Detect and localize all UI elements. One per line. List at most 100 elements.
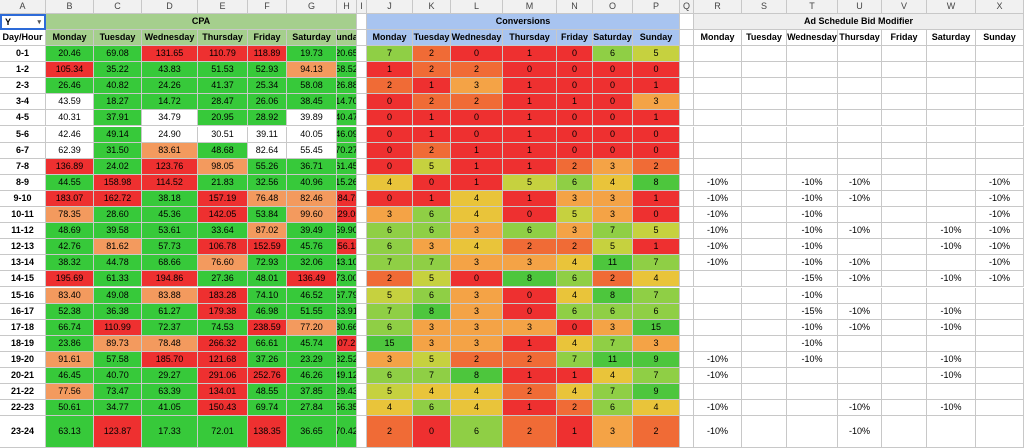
bid-modifier-cell[interactable] <box>694 384 742 401</box>
bid-modifier-cell[interactable] <box>694 62 742 79</box>
cpa-cell[interactable]: 14.72 <box>142 94 198 111</box>
bid-modifier-cell[interactable] <box>927 142 976 159</box>
conversions-cell[interactable]: 6 <box>413 223 451 240</box>
conversions-cell[interactable]: 0 <box>503 207 557 224</box>
bid-modifier-cell[interactable] <box>882 46 927 63</box>
conversions-cell[interactable]: 1 <box>503 190 557 207</box>
bid-modifier-cell[interactable]: -10% <box>838 223 882 240</box>
cpa-cell[interactable]: 46.52 <box>287 287 337 304</box>
cpa-cell[interactable]: 123.76 <box>142 158 198 175</box>
conversions-cell[interactable]: 1 <box>413 126 451 143</box>
bid-modifier-cell[interactable]: -10% <box>694 368 742 385</box>
conversions-cell[interactable]: 7 <box>413 255 451 272</box>
bid-modifier-cell[interactable] <box>882 239 927 256</box>
cpa-cell[interactable]: 53.61 <box>142 223 198 240</box>
conversions-cell[interactable]: 2 <box>413 62 451 79</box>
cpa-cell[interactable]: 46.98 <box>248 303 287 320</box>
cpa-cell[interactable]: 68.66 <box>142 255 198 272</box>
bid-modifier-cell[interactable] <box>694 126 742 143</box>
cpa-cell[interactable]: 70.27 <box>337 142 357 159</box>
conversions-cell[interactable]: 1 <box>633 78 680 95</box>
bid-modifier-cell[interactable] <box>742 384 787 401</box>
cpa-cell[interactable]: 62.39 <box>46 142 94 159</box>
bid-modifier-cell[interactable] <box>976 78 1024 95</box>
cpa-cell[interactable]: 52.38 <box>46 303 94 320</box>
bid-modifier-cell[interactable]: -10% <box>694 223 742 240</box>
conversions-cell[interactable]: 2 <box>633 416 680 448</box>
conversions-cell[interactable]: 1 <box>557 416 593 448</box>
bid-modifier-cell[interactable]: -10% <box>976 223 1024 240</box>
cpa-cell[interactable]: 28.60 <box>94 207 142 224</box>
bid-modifier-cell[interactable]: -10% <box>927 400 976 417</box>
bid-modifier-cell[interactable] <box>838 110 882 127</box>
cpa-cell[interactable]: 40.96 <box>287 174 337 191</box>
bid-modifier-cell[interactable] <box>742 319 787 336</box>
conversions-cell[interactable]: 4 <box>451 239 503 256</box>
conversions-cell[interactable]: 0 <box>557 78 593 95</box>
cpa-cell[interactable]: 252.76 <box>248 368 287 385</box>
cpa-cell[interactable]: 41.37 <box>198 78 248 95</box>
cpa-cell[interactable]: 74.53 <box>198 319 248 336</box>
bid-modifier-cell[interactable]: -10% <box>787 335 838 352</box>
cpa-cell[interactable]: 40.05 <box>287 126 337 143</box>
conversions-cell[interactable]: 3 <box>367 207 413 224</box>
column-header-b[interactable]: B <box>46 0 94 14</box>
bid-modifier-cell[interactable]: -10% <box>976 174 1024 191</box>
bid-modifier-cell[interactable] <box>976 335 1024 352</box>
bid-modifier-cell[interactable] <box>927 174 976 191</box>
conversions-cell[interactable]: 3 <box>593 190 633 207</box>
cpa-cell[interactable]: 63.39 <box>142 384 198 401</box>
conversions-cell[interactable]: 0 <box>593 78 633 95</box>
bid-modifier-cell[interactable] <box>882 126 927 143</box>
cpa-cell[interactable]: 27.36 <box>198 271 248 288</box>
bid-modifier-cell[interactable] <box>838 62 882 79</box>
bid-modifier-cell[interactable]: -10% <box>927 271 976 288</box>
bid-modifier-cell[interactable]: -10% <box>976 190 1024 207</box>
bid-modifier-cell[interactable] <box>976 62 1024 79</box>
conversions-cell[interactable]: 7 <box>593 384 633 401</box>
conversions-cell[interactable]: 3 <box>557 190 593 207</box>
conversions-cell[interactable]: 5 <box>367 287 413 304</box>
cpa-cell[interactable]: 66.61 <box>248 335 287 352</box>
column-header-k[interactable]: K <box>413 0 451 14</box>
cpa-cell[interactable]: 78.48 <box>142 335 198 352</box>
cpa-cell[interactable]: 58.08 <box>287 78 337 95</box>
bid-modifier-cell[interactable] <box>742 94 787 111</box>
cpa-cell[interactable]: 34.79 <box>142 110 198 127</box>
column-header-e[interactable]: E <box>198 0 248 14</box>
bid-modifier-cell[interactable] <box>694 142 742 159</box>
conversions-cell[interactable]: 3 <box>593 319 633 336</box>
conversions-cell[interactable]: 0 <box>557 62 593 79</box>
cpa-cell[interactable]: 57.58 <box>94 351 142 368</box>
conversions-cell[interactable]: 3 <box>503 319 557 336</box>
column-header-p[interactable]: P <box>633 0 680 14</box>
conversions-cell[interactable]: 4 <box>451 207 503 224</box>
bid-modifier-cell[interactable] <box>882 110 927 127</box>
conversions-cell[interactable]: 7 <box>593 223 633 240</box>
bid-modifier-cell[interactable] <box>882 255 927 272</box>
conversions-cell[interactable]: 6 <box>503 223 557 240</box>
cpa-cell[interactable]: 38.45 <box>287 94 337 111</box>
conversions-cell[interactable]: 0 <box>451 110 503 127</box>
cpa-cell[interactable]: 123.87 <box>94 416 142 448</box>
bid-modifier-cell[interactable] <box>742 255 787 272</box>
bid-modifier-cell[interactable] <box>787 94 838 111</box>
cpa-cell[interactable]: 36.38 <box>94 303 142 320</box>
conversions-cell[interactable]: 2 <box>367 416 413 448</box>
cpa-cell[interactable]: 32.06 <box>287 255 337 272</box>
cpa-cell[interactable]: 98.05 <box>198 158 248 175</box>
bid-modifier-cell[interactable] <box>882 319 927 336</box>
conversions-cell[interactable]: 8 <box>413 303 451 320</box>
conversions-cell[interactable]: 1 <box>633 110 680 127</box>
cpa-cell[interactable]: 39.58 <box>94 223 142 240</box>
cpa-cell[interactable]: 32.56 <box>248 174 287 191</box>
bid-modifier-cell[interactable]: -10% <box>927 239 976 256</box>
bid-modifier-cell[interactable] <box>742 351 787 368</box>
bid-modifier-cell[interactable] <box>882 207 927 224</box>
bid-modifier-cell[interactable] <box>787 110 838 127</box>
bid-modifier-cell[interactable]: -10% <box>838 416 882 448</box>
cpa-cell[interactable]: 77.20 <box>287 319 337 336</box>
cpa-cell[interactable]: 61.27 <box>142 303 198 320</box>
conversions-cell[interactable]: 2 <box>557 158 593 175</box>
